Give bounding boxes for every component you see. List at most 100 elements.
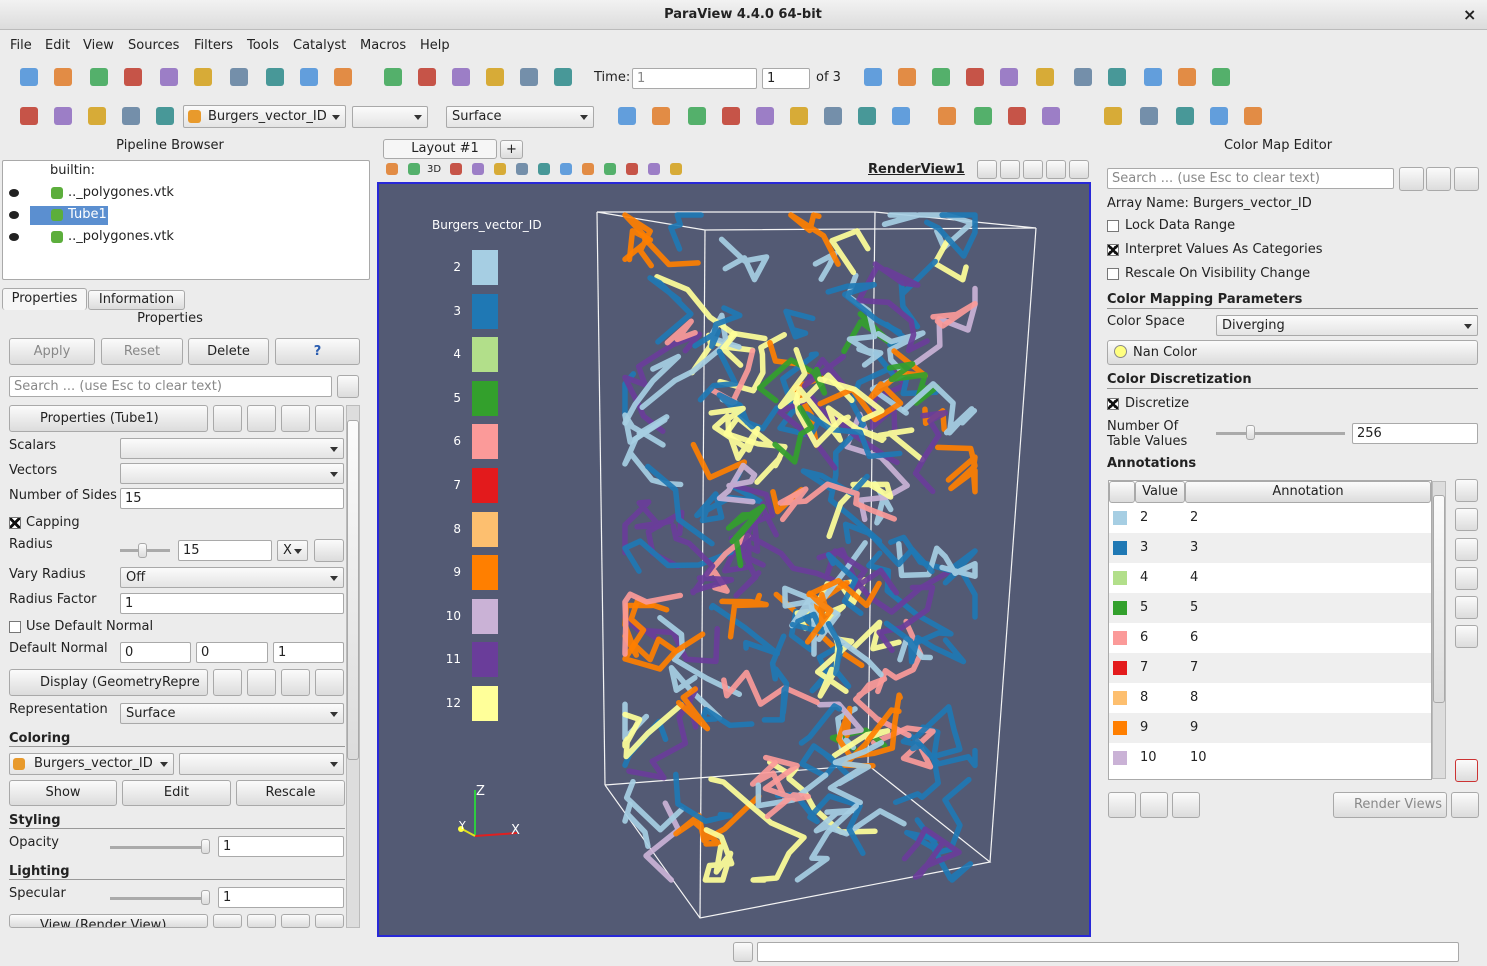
editor-button[interactable] (1108, 792, 1136, 818)
view-button[interactable] (1069, 160, 1089, 179)
view-button[interactable] (1023, 160, 1043, 179)
editor-button[interactable] (1426, 167, 1451, 191)
close-button[interactable]: × (1463, 5, 1477, 24)
section-button[interactable] (247, 405, 276, 432)
component-combo[interactable] (352, 106, 428, 128)
toolbar-icon[interactable] (1042, 107, 1060, 125)
checkbox[interactable] (1107, 398, 1119, 410)
editor-button[interactable] (1399, 167, 1424, 191)
annotation-button[interactable] (1455, 538, 1478, 561)
panel-button[interactable]: ? (275, 338, 360, 365)
table-values[interactable]: 256 (1352, 423, 1478, 444)
toolbar-icon[interactable] (1008, 107, 1026, 125)
pipeline-item[interactable]: .._polygones.vtk (68, 229, 174, 244)
toolbar-icon[interactable] (582, 163, 594, 175)
annotation-button[interactable] (1455, 596, 1478, 619)
checkbox[interactable] (9, 517, 21, 529)
table-row[interactable] (1109, 533, 1431, 563)
toolbar-icon[interactable] (892, 107, 910, 125)
toolbar-icon[interactable] (538, 163, 550, 175)
representation-combo[interactable]: Surface (120, 703, 344, 724)
toolbar-icon[interactable] (604, 163, 616, 175)
default-normal[interactable]: 0 (196, 642, 268, 663)
toolbar-icon[interactable] (554, 68, 572, 86)
toolbar-icon[interactable] (966, 68, 984, 86)
toolbar-icon[interactable] (1036, 68, 1054, 86)
menu-item[interactable]: Edit (45, 38, 71, 53)
menu-item[interactable]: File (10, 38, 32, 53)
toolbar-icon[interactable] (756, 107, 774, 125)
section-button[interactable] (247, 914, 276, 928)
menu-item[interactable]: Help (420, 38, 450, 53)
toolbar-icon[interactable] (1178, 68, 1196, 86)
table-row[interactable] (1109, 743, 1431, 773)
toolbar-icon[interactable] (452, 68, 470, 86)
coloring-component[interactable] (179, 753, 344, 775)
number-of-sides[interactable]: 15 (120, 488, 344, 509)
menu-item[interactable]: Sources (128, 38, 180, 53)
toolbar-icon[interactable] (790, 107, 808, 125)
section-button[interactable] (281, 669, 310, 696)
coloring-button[interactable]: Edit (122, 780, 231, 806)
editor-button[interactable] (1451, 792, 1479, 818)
view-mode-button[interactable]: 3D (427, 162, 442, 178)
menu-item[interactable]: Filters (194, 38, 233, 53)
toolbar-icon[interactable] (90, 68, 108, 86)
color-space[interactable]: Diverging (1216, 315, 1478, 336)
section-button[interactable] (315, 405, 344, 432)
panel-button[interactable]: Delete (188, 338, 269, 365)
menu-item[interactable]: Macros (360, 38, 407, 53)
annotation-button[interactable] (1455, 625, 1478, 648)
editor-button[interactable] (1140, 792, 1168, 818)
reset-button[interactable] (314, 539, 344, 562)
default-normal[interactable]: 1 (273, 642, 344, 663)
visibility-eye[interactable] (9, 189, 19, 197)
toolbar-icon[interactable] (300, 68, 318, 86)
toolbar-icon[interactable] (648, 163, 660, 175)
toolbar-icon[interactable] (932, 68, 950, 86)
toolbar-icon[interactable] (20, 68, 38, 86)
table-row[interactable] (1109, 593, 1431, 623)
toolbar-icon[interactable] (1104, 107, 1122, 125)
view-button[interactable] (1000, 160, 1020, 179)
render-view[interactable] (379, 184, 1089, 935)
visibility-eye[interactable] (9, 233, 19, 241)
toolbar-icon[interactable] (122, 107, 140, 125)
editor-button[interactable] (1454, 167, 1479, 191)
annotation-button[interactable] (1455, 508, 1478, 531)
vectors-combo[interactable] (120, 463, 344, 484)
toolbar-icon[interactable] (516, 163, 528, 175)
status-close[interactable] (733, 942, 753, 962)
coloring-button[interactable]: Show (9, 780, 117, 806)
checkbox[interactable] (1107, 268, 1119, 280)
panel-button[interactable]: Apply (9, 338, 95, 365)
toolbar-icon[interactable] (266, 68, 284, 86)
toolbar-icon[interactable] (722, 107, 740, 125)
nan-color-button[interactable]: Nan Color (1107, 340, 1478, 365)
menu-item[interactable]: View (83, 38, 114, 53)
representation-combo[interactable]: Surface (446, 106, 594, 128)
render-views-button[interactable]: Render Views (1333, 792, 1447, 818)
table-row[interactable] (1109, 623, 1431, 653)
toolbar-icon[interactable] (974, 107, 992, 125)
view-button[interactable] (977, 160, 997, 179)
time-value[interactable]: 1 (632, 68, 757, 89)
default-normal[interactable]: 0 (120, 642, 191, 663)
coloring-array[interactable]: Burgers_vector_ID (9, 753, 174, 775)
vary-radius[interactable]: Off (120, 567, 344, 588)
toolbar-icon[interactable] (418, 68, 436, 86)
toolbar-icon[interactable] (1144, 68, 1162, 86)
toolbar-icon[interactable] (408, 163, 420, 175)
toolbar-icon[interactable] (670, 163, 682, 175)
tab[interactable]: Properties (2, 288, 87, 310)
toolbar-icon[interactable] (938, 107, 956, 125)
toolbar-icon[interactable] (1108, 68, 1126, 86)
slider-handle[interactable] (201, 839, 210, 854)
toolbar-icon[interactable] (858, 107, 876, 125)
toolbar-icon[interactable] (824, 107, 842, 125)
section-button[interactable] (281, 914, 310, 928)
toolbar-icon[interactable] (54, 107, 72, 125)
section-button[interactable] (213, 669, 242, 696)
scrollbar-thumb[interactable] (1433, 495, 1445, 703)
toolbar-icon[interactable] (124, 68, 142, 86)
